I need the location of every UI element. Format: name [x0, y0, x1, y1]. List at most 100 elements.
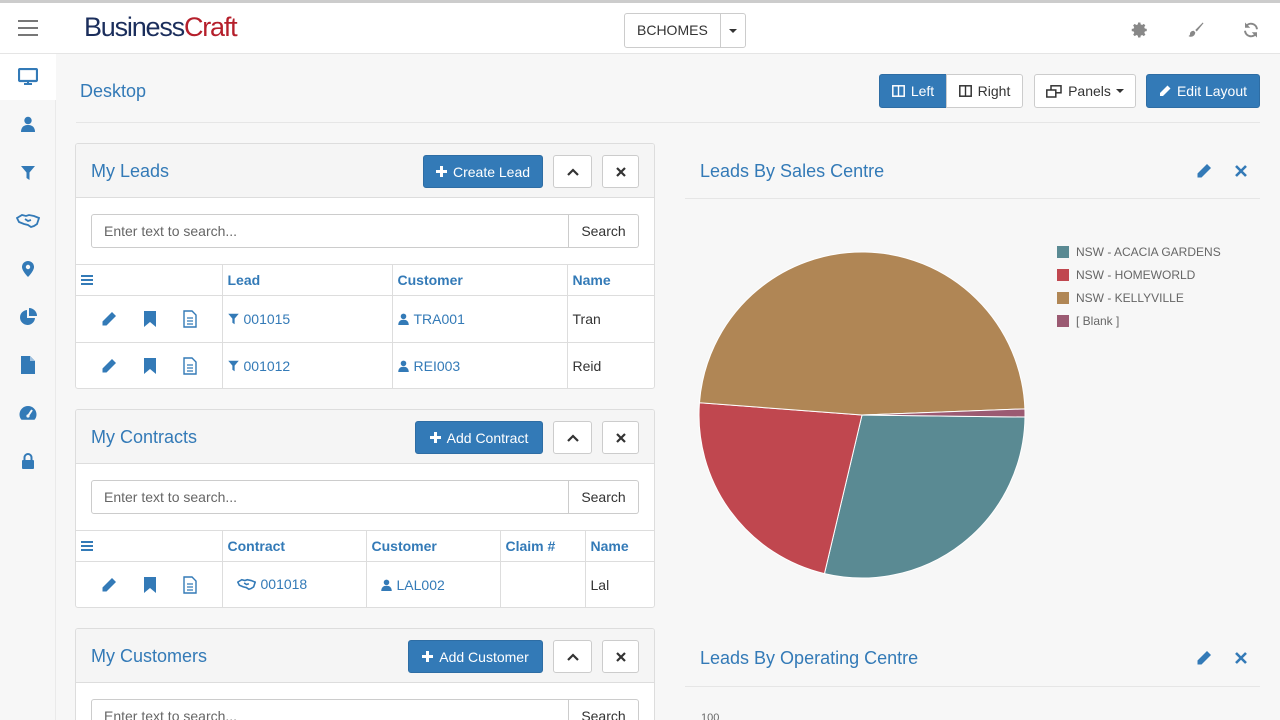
- customer-link[interactable]: TRA001: [397, 311, 465, 327]
- customer-link[interactable]: LAL002: [380, 577, 445, 593]
- close-panel-button[interactable]: [602, 421, 639, 454]
- legend-swatch: [1057, 314, 1069, 327]
- sidebar-item-reports[interactable]: [0, 294, 56, 340]
- close-panel-button[interactable]: [602, 640, 639, 673]
- layout-left-button[interactable]: Left: [879, 74, 947, 108]
- pencil-icon[interactable]: [101, 358, 117, 374]
- pencil-icon[interactable]: [101, 311, 117, 327]
- column-menu[interactable]: [76, 264, 223, 296]
- column-header-customer[interactable]: Customer: [366, 530, 501, 562]
- contract-link[interactable]: 001018: [236, 576, 307, 592]
- search-input[interactable]: [91, 699, 569, 720]
- collapse-button[interactable]: [553, 155, 592, 188]
- add-contract-button[interactable]: Add Contract: [415, 421, 543, 454]
- customer-link[interactable]: REI003: [397, 358, 460, 374]
- caret-down-icon: [1115, 89, 1124, 93]
- search-input[interactable]: [91, 480, 569, 514]
- document-icon[interactable]: [183, 357, 197, 375]
- close-icon[interactable]: [1232, 162, 1250, 180]
- company-dropdown-toggle[interactable]: [721, 14, 745, 47]
- column-header-name[interactable]: Name: [567, 264, 654, 296]
- sidebar-item-dashboard[interactable]: [0, 390, 56, 436]
- legend-swatch: [1057, 245, 1069, 258]
- user-icon: [21, 116, 35, 132]
- legend-label: NSW - HOMEWORLD: [1076, 267, 1196, 282]
- name-cell: Tran: [567, 295, 654, 343]
- brush-icon[interactable]: [1186, 21, 1206, 41]
- sidebar-item-leads[interactable]: [0, 150, 56, 196]
- column-header-customer[interactable]: Customer: [392, 264, 568, 296]
- column-menu[interactable]: [76, 530, 223, 562]
- menu-icon[interactable]: [18, 20, 38, 36]
- legend-item[interactable]: NSW - HOMEWORLD: [1057, 263, 1221, 286]
- legend-item[interactable]: NSW - ACACIA GARDENS: [1057, 240, 1221, 263]
- panel-title: My Leads: [91, 161, 170, 181]
- close-icon[interactable]: [1232, 649, 1250, 667]
- user-icon: [397, 360, 409, 372]
- bookmark-icon[interactable]: [143, 311, 156, 327]
- search-button[interactable]: Search: [569, 480, 639, 514]
- dashboard-icon: [19, 406, 37, 420]
- search-button[interactable]: Search: [569, 699, 639, 720]
- document-icon[interactable]: [183, 310, 197, 328]
- name-cell: Lal: [585, 561, 654, 607]
- pie-slice-0[interactable]: [823, 414, 1026, 579]
- add-customer-button[interactable]: Add Customer: [408, 640, 543, 673]
- plus-icon: [429, 432, 441, 443]
- chevron-up-icon: [566, 652, 579, 661]
- collapse-button[interactable]: [553, 421, 592, 454]
- column-header-lead[interactable]: Lead: [222, 264, 393, 296]
- sidebar-item-desktop[interactable]: [0, 54, 56, 100]
- company-selector[interactable]: BCHOMES: [624, 13, 746, 48]
- sidebar-item-security[interactable]: [0, 438, 56, 484]
- pie-slice-2[interactable]: [698, 251, 1026, 416]
- column-header-contract[interactable]: Contract: [222, 530, 367, 562]
- contracts-table: Contract Customer Claim # Name 001018 LA…: [76, 530, 654, 607]
- sidebar-item-documents[interactable]: [0, 342, 56, 388]
- legend-label: NSW - KELLYVILLE: [1076, 290, 1184, 305]
- sidebar-item-customers[interactable]: [0, 101, 56, 147]
- bookmark-icon[interactable]: [143, 577, 156, 593]
- collapse-button[interactable]: [553, 640, 592, 673]
- column-header-name[interactable]: Name: [585, 530, 654, 562]
- company-name[interactable]: BCHOMES: [625, 14, 721, 47]
- layout-right-button[interactable]: Right: [946, 74, 1023, 108]
- chart-title: Leads By Operating Centre: [700, 648, 919, 668]
- refresh-icon[interactable]: [1241, 21, 1261, 41]
- search-input[interactable]: [91, 214, 569, 248]
- y-tick-label: 100: [701, 712, 720, 720]
- lead-link[interactable]: 001012: [227, 358, 290, 374]
- bookmark-icon[interactable]: [143, 358, 156, 374]
- pencil-icon[interactable]: [1195, 649, 1213, 667]
- pie-slice-3[interactable]: [861, 408, 1026, 418]
- search-button[interactable]: Search: [569, 214, 639, 248]
- close-panel-button[interactable]: [602, 155, 639, 188]
- panels-dropdown-button[interactable]: Panels: [1034, 74, 1136, 108]
- search-bar: Search: [91, 699, 639, 720]
- document-icon[interactable]: [183, 576, 197, 594]
- handshake-icon: [16, 214, 40, 228]
- top-bar: BusinessCraft BCHOMES: [0, 0, 1280, 54]
- create-lead-button[interactable]: Create Lead: [423, 155, 543, 188]
- filter-icon: [227, 313, 239, 324]
- pie-slice-1[interactable]: [698, 402, 863, 575]
- my-contracts-panel: My Contracts Add Contract Search Contrac…: [75, 409, 655, 608]
- table-header-row: Lead Customer Name: [76, 264, 654, 296]
- sidebar-item-contracts[interactable]: [0, 198, 56, 244]
- my-customers-panel: My Customers Add Customer Search: [75, 628, 655, 720]
- user-icon: [380, 579, 392, 591]
- lead-link[interactable]: 001015: [227, 311, 290, 327]
- chevron-up-icon: [566, 433, 579, 442]
- pencil-icon[interactable]: [101, 577, 117, 593]
- logo[interactable]: BusinessCraft: [84, 12, 238, 42]
- sidebar: [0, 54, 56, 720]
- panel-header: My Contracts Add Contract: [76, 410, 654, 464]
- pencil-icon[interactable]: [1195, 162, 1213, 180]
- legend-swatch: [1057, 291, 1069, 304]
- gear-icon[interactable]: [1130, 21, 1150, 41]
- column-header-claim[interactable]: Claim #: [500, 530, 586, 562]
- edit-layout-button[interactable]: Edit Layout: [1146, 74, 1260, 108]
- sidebar-item-locations[interactable]: [0, 246, 56, 292]
- legend-item[interactable]: [ Blank ]: [1057, 309, 1221, 332]
- legend-item[interactable]: NSW - KELLYVILLE: [1057, 286, 1221, 309]
